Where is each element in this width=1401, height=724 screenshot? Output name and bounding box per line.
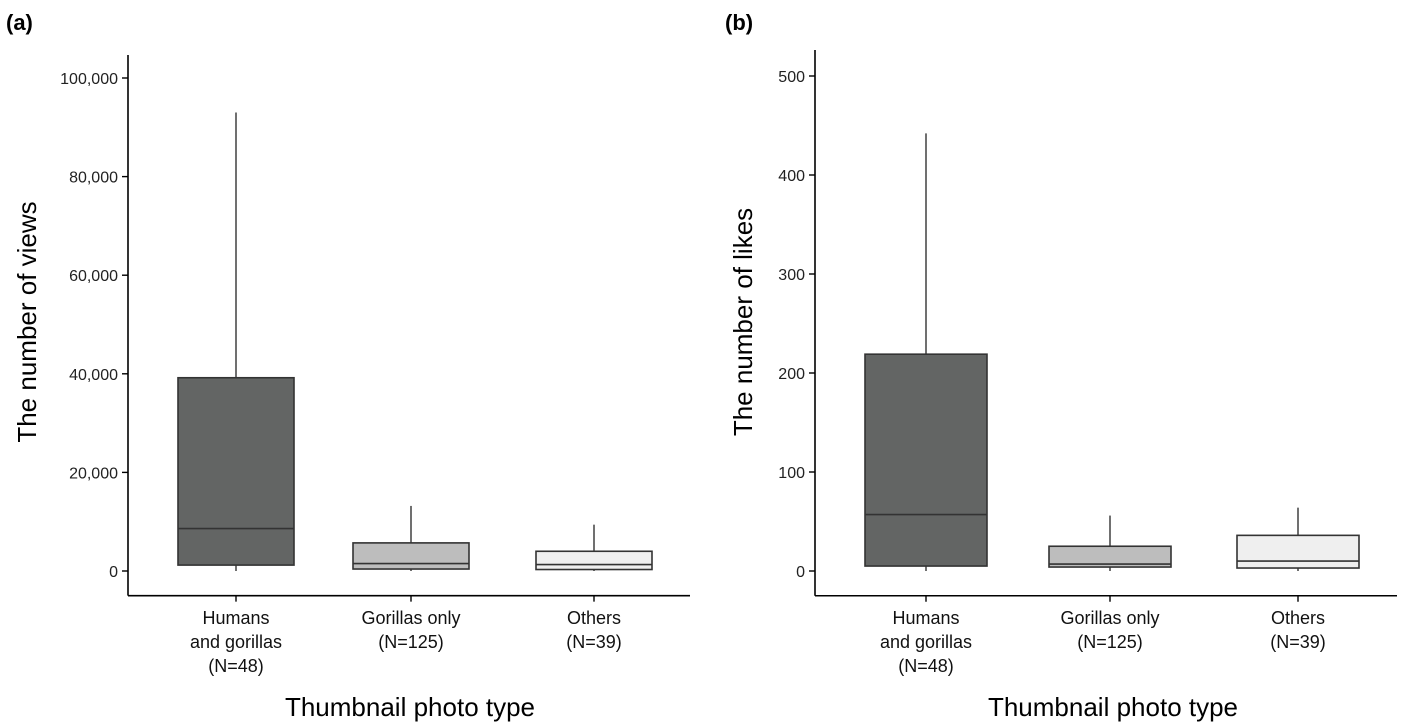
y-tick-label: 60,000 — [69, 268, 118, 285]
y-tick-label: 0 — [796, 564, 805, 581]
x-category-label: (N=39) — [566, 632, 622, 652]
x-category-label: Humans — [202, 608, 269, 628]
y-tick-label: 80,000 — [69, 170, 118, 187]
x-category-label: Others — [567, 608, 621, 628]
box-iqr — [1048, 545, 1172, 568]
box-iqr — [352, 542, 470, 570]
x-category-label: and gorillas — [190, 632, 282, 652]
panel-a: (a) 0 20,000 40,000 60,000 80,000 100,000 The n… — [6, 10, 690, 722]
box-iqr — [1236, 534, 1360, 569]
y-tick-label: 300 — [778, 267, 805, 284]
y-tick-label: 400 — [778, 168, 805, 185]
box-iqr — [535, 550, 653, 571]
y-tick-label: 200 — [778, 366, 805, 383]
y-tick-label: 500 — [778, 69, 805, 86]
y-tick-label: 100,000 — [60, 71, 118, 88]
x-category-label: Humans — [892, 608, 959, 628]
y-tick-label: 0 — [109, 564, 118, 581]
y-tick-label: 100 — [778, 465, 805, 482]
x-category-label: (N=125) — [378, 632, 444, 652]
panel-b: (b) 0 100 200 300 400 500 The number of likes Th… — [725, 10, 1397, 722]
x-category-label: and gorillas — [880, 632, 972, 652]
x-category-label: (N=125) — [1077, 632, 1143, 652]
panel-label: (b) — [725, 10, 753, 35]
x-category-label: Others — [1271, 608, 1325, 628]
y-tick-label: 20,000 — [69, 465, 118, 482]
x-category-label: (N=39) — [1270, 632, 1326, 652]
box-iqr — [177, 376, 295, 566]
y-axis-title: The number of views — [12, 201, 42, 442]
x-category-label: (N=48) — [898, 656, 954, 676]
x-axis-title: Thumbnail photo type — [988, 692, 1238, 722]
box-iqr — [864, 353, 988, 567]
panel-label: (a) — [6, 10, 33, 35]
x-category-label: Gorillas only — [1060, 608, 1159, 628]
x-category-label: (N=48) — [208, 656, 264, 676]
y-axis-title: The number of likes — [728, 208, 758, 436]
x-category-label: Gorillas only — [361, 608, 460, 628]
x-axis-title: Thumbnail photo type — [285, 692, 535, 722]
y-tick-label: 40,000 — [69, 367, 118, 384]
